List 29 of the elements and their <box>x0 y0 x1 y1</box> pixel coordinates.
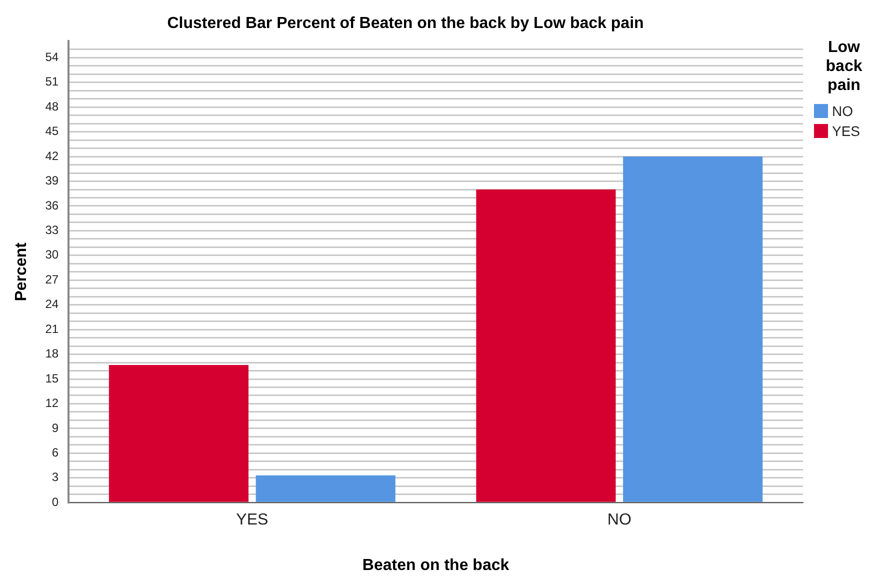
y-tick-label: 24 <box>45 297 59 312</box>
y-tick-label: 18 <box>45 346 59 361</box>
y-tick-label: 9 <box>52 420 59 435</box>
y-axis-title: Percent <box>13 242 30 302</box>
y-tick-label: 33 <box>45 223 59 238</box>
y-tick-label: 15 <box>45 371 59 386</box>
y-tick-label: 36 <box>45 198 59 212</box>
x-axis-title: Beaten on the back <box>362 556 510 574</box>
y-tick-label: 42 <box>45 148 59 163</box>
y-tick-label: 3 <box>52 470 59 484</box>
y-tick-label: 54 <box>45 50 59 64</box>
y-tick-label: 51 <box>45 74 59 89</box>
y-tick-label: 21 <box>45 322 59 336</box>
bar <box>476 190 616 502</box>
legend-title: Low back pain <box>824 38 864 95</box>
y-tick-label: 45 <box>45 124 59 138</box>
bar <box>108 365 248 502</box>
y-tick-label: 12 <box>45 396 59 410</box>
y-tick-label: 48 <box>45 99 59 114</box>
legend-label: YES <box>832 123 860 139</box>
bar <box>623 156 763 502</box>
y-tick-label: 6 <box>52 445 59 460</box>
bar <box>256 475 396 502</box>
y-tick-label: 0 <box>52 494 59 509</box>
chart-title: Clustered Bar Percent of Beaten on the back by Low back pain <box>167 15 644 32</box>
legend-label: NO <box>832 103 853 119</box>
y-tick-label: 27 <box>45 272 59 286</box>
y-tick-label: 30 <box>45 248 59 262</box>
y-tick-label: 39 <box>45 174 59 188</box>
